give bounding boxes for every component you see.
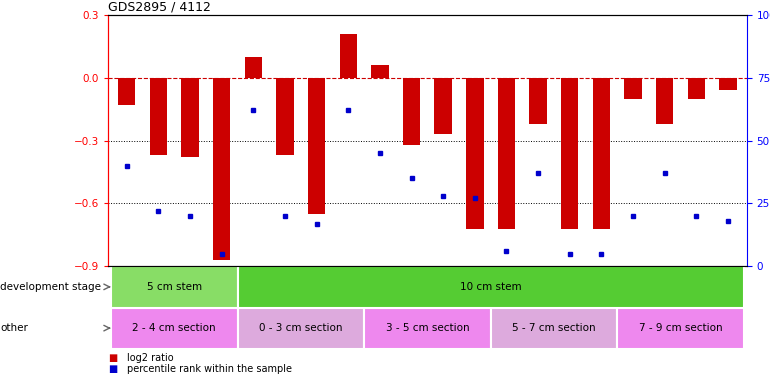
Text: 3 - 5 cm section: 3 - 5 cm section bbox=[386, 323, 469, 333]
Bar bbox=[340, 34, 357, 78]
Bar bbox=[111, 266, 237, 308]
Bar bbox=[237, 308, 364, 349]
Bar bbox=[466, 78, 484, 228]
Bar bbox=[618, 308, 744, 349]
Text: development stage: development stage bbox=[0, 282, 101, 292]
Bar bbox=[403, 78, 420, 145]
Text: percentile rank within the sample: percentile rank within the sample bbox=[127, 364, 292, 374]
Text: 5 - 7 cm section: 5 - 7 cm section bbox=[512, 323, 596, 333]
Text: 10 cm stem: 10 cm stem bbox=[460, 282, 521, 292]
Text: 2 - 4 cm section: 2 - 4 cm section bbox=[132, 323, 216, 333]
Bar bbox=[656, 78, 673, 124]
Bar bbox=[371, 65, 389, 78]
Bar bbox=[530, 78, 547, 124]
Bar bbox=[561, 78, 578, 228]
Bar bbox=[308, 78, 325, 214]
Bar bbox=[624, 78, 641, 99]
Text: 5 cm stem: 5 cm stem bbox=[146, 282, 202, 292]
Bar bbox=[593, 78, 610, 228]
Text: GDS2895 / 4112: GDS2895 / 4112 bbox=[108, 1, 211, 14]
Bar bbox=[149, 78, 167, 155]
Text: ■: ■ bbox=[108, 364, 117, 374]
Bar bbox=[434, 78, 452, 134]
Bar bbox=[364, 308, 490, 349]
Bar bbox=[245, 57, 262, 78]
Text: 7 - 9 cm section: 7 - 9 cm section bbox=[638, 323, 722, 333]
Bar bbox=[111, 308, 237, 349]
Bar bbox=[182, 78, 199, 158]
Bar bbox=[490, 308, 618, 349]
Text: ■: ■ bbox=[108, 353, 117, 363]
Bar bbox=[118, 78, 136, 105]
Text: 0 - 3 cm section: 0 - 3 cm section bbox=[259, 323, 343, 333]
Bar bbox=[497, 78, 515, 228]
Bar bbox=[688, 78, 705, 99]
Text: other: other bbox=[0, 323, 28, 333]
Bar bbox=[213, 78, 230, 260]
Bar bbox=[719, 78, 737, 90]
Text: log2 ratio: log2 ratio bbox=[127, 353, 174, 363]
Bar bbox=[237, 266, 744, 308]
Bar bbox=[276, 78, 293, 155]
